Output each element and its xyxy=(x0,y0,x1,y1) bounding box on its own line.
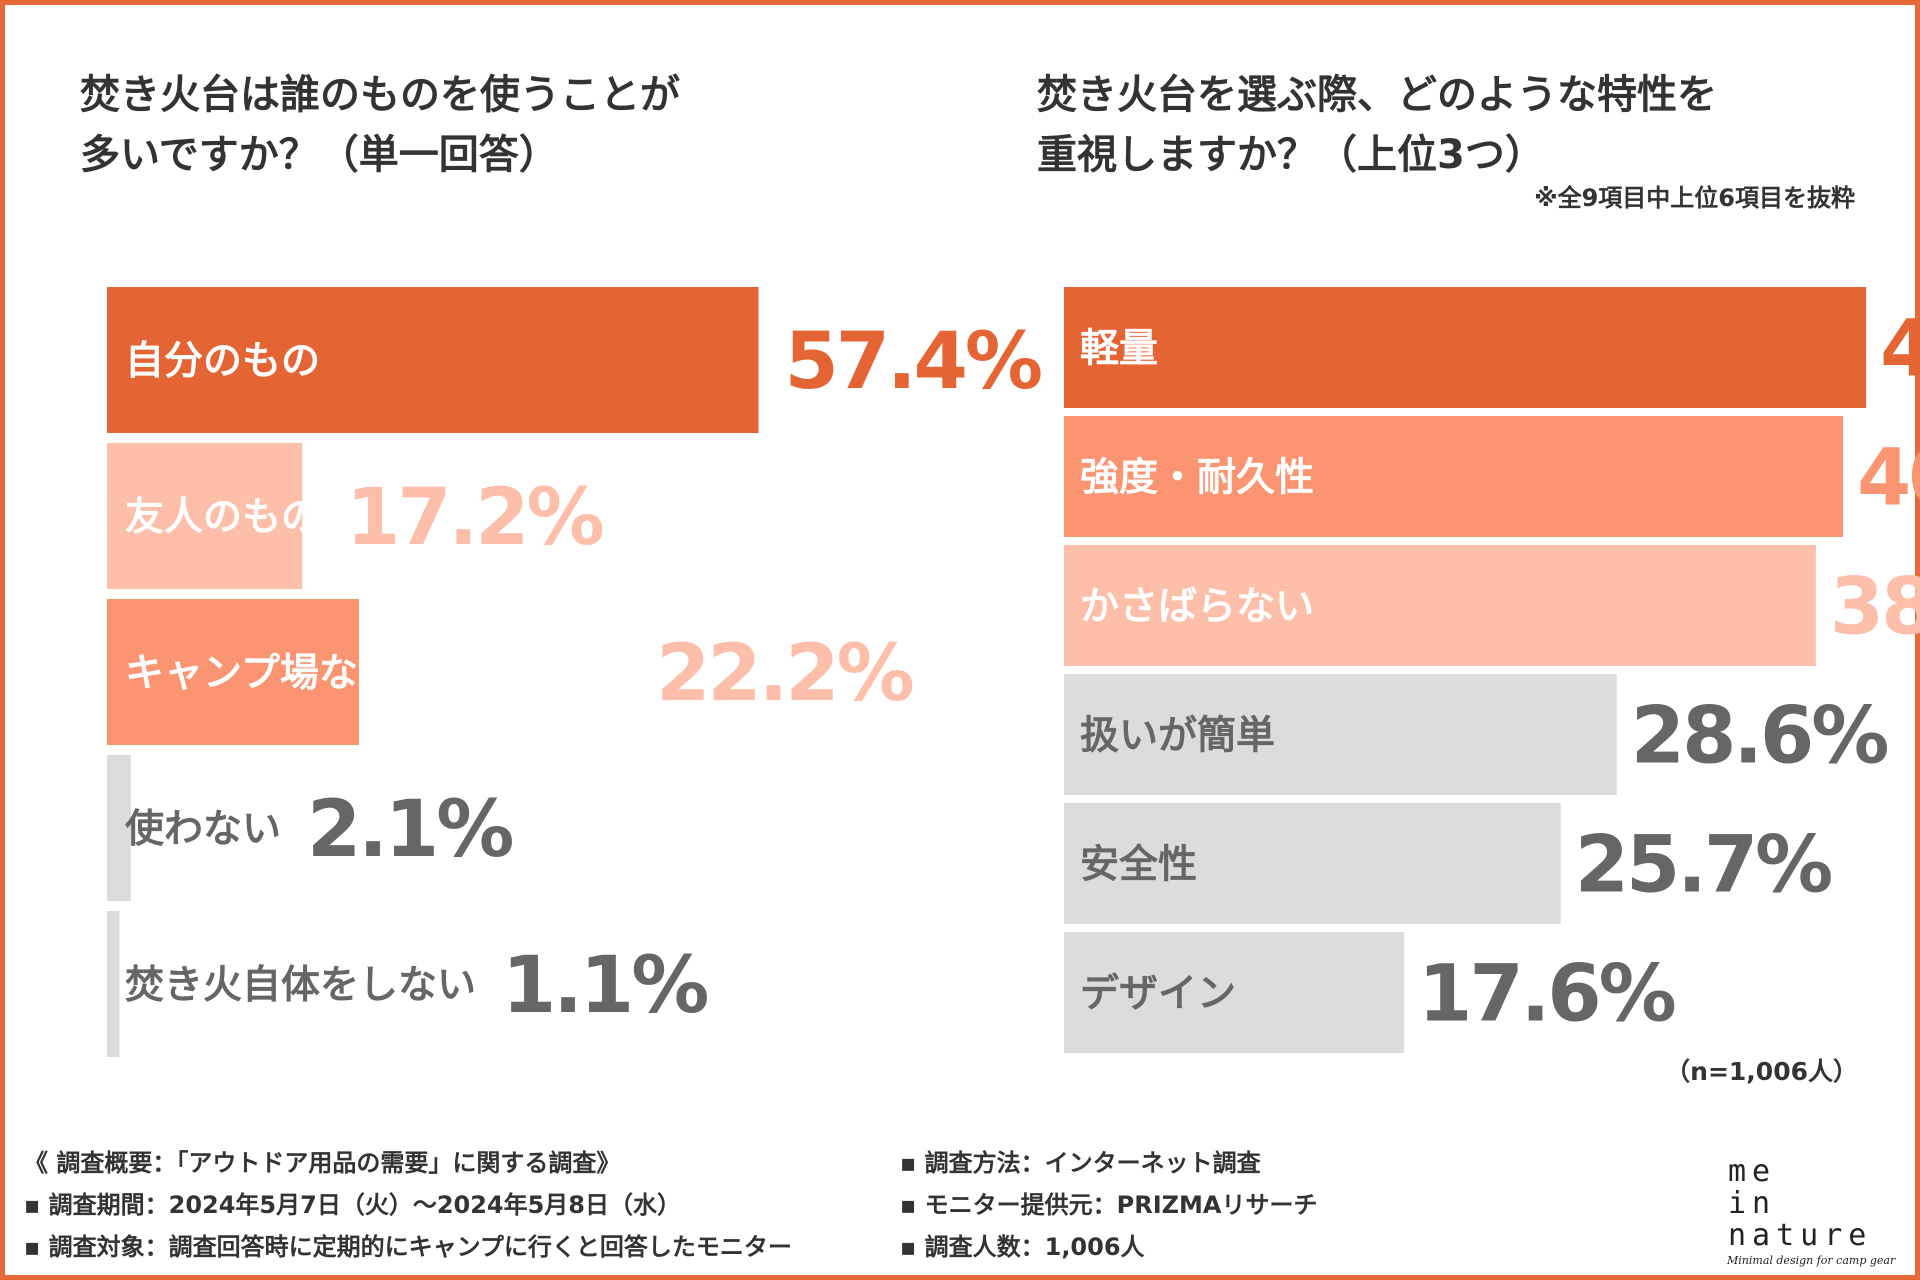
right-bar-2 xyxy=(1064,416,1843,537)
right-chart-title-line1: 焚き火台を選ぶ際、どのような特性を xyxy=(1037,72,1717,118)
right-bar-label-3: かさばらない xyxy=(1080,585,1314,630)
left-bar-5 xyxy=(107,911,120,1057)
survey-overview-left: 《 調査概要：「アウトドア用品の需要」に関する調査》 ▪ 調査期間：2024年5… xyxy=(24,1142,792,1268)
survey-target: ▪ 調査対象：調査回答時に定期的にキャンプに行くと回答したモニター xyxy=(24,1233,792,1261)
survey-provider: ▪ モニター提供元：PRIZMAリサーチ xyxy=(900,1191,1318,1219)
left-value-label-4: 2.1% xyxy=(307,785,512,875)
right-bar-label-2: 強度・耐久性 xyxy=(1080,456,1314,501)
right-chart-title: 焚き火台を選ぶ際、どのような特性を 重視しますか？（上位3つ） xyxy=(1037,65,1717,185)
left-bar-4 xyxy=(107,755,131,901)
left-value-label-5: 1.1% xyxy=(502,941,707,1031)
logo-tagline: Minimal design for camp gear xyxy=(1727,1254,1896,1267)
left-bar-3 xyxy=(107,599,359,745)
survey-count: ▪ 調査人数：1,006人 xyxy=(900,1233,1145,1261)
right-chart-note: ※全9項目中上位6項目を抜粋 xyxy=(1534,184,1855,212)
right-value-label-1: 41.5% xyxy=(1880,305,1920,395)
sample-size: （n=1,006人） xyxy=(1665,1057,1858,1086)
left-bar-label-5: 焚き火自体をしない xyxy=(125,963,476,1008)
survey-method: ▪ 調査方法：インターネット調査 xyxy=(900,1149,1261,1177)
survey-title: 《 調査概要：「アウトドア用品の需要」に関する調査》 xyxy=(24,1149,621,1177)
logo-line3: nature xyxy=(1728,1218,1873,1253)
survey-period: ▪ 調査期間：2024年5月7日（火）～2024年5月8日（水） xyxy=(24,1191,682,1219)
right-value-label-4: 28.6% xyxy=(1631,692,1887,782)
left-value-label-1: 57.4% xyxy=(784,317,1040,407)
right-bar-label-5: 安全性 xyxy=(1080,843,1197,888)
left-bar-2 xyxy=(107,443,303,589)
logo-line1: me xyxy=(1728,1154,1777,1189)
right-bar-4 xyxy=(1064,674,1617,795)
left-bar-label-3: キャンプ場などで借りたもの xyxy=(125,651,630,696)
right-bar-6 xyxy=(1064,932,1405,1053)
right-chart-title-line2: 重視しますか？（上位3つ） xyxy=(1037,132,1545,178)
right-value-label-6: 17.6% xyxy=(1418,950,1674,1040)
logo-line2: in xyxy=(1728,1186,1777,1221)
right-bar-label-1: 軽量 xyxy=(1080,327,1158,372)
survey-overview-right: ▪ 調査方法：インターネット調査 ▪ モニター提供元：PRIZMAリサーチ ▪ … xyxy=(900,1142,1317,1268)
left-bar-label-2: 友人のもの xyxy=(125,495,320,540)
left-bar-label-1: 自分のもの xyxy=(125,339,320,384)
right-bar-5 xyxy=(1064,803,1561,924)
right-bar-label-6: デザイン xyxy=(1080,972,1236,1017)
right-value-label-2: 40.3% xyxy=(1857,434,1920,524)
right-bar-1 xyxy=(1064,287,1867,408)
right-value-label-5: 25.7% xyxy=(1575,821,1831,911)
left-bar-1 xyxy=(107,287,759,433)
left-value-label-3: 22.2% xyxy=(656,629,912,719)
left-chart-title-line1: 焚き火台は誰のものを使うことが xyxy=(80,72,680,118)
right-bar-label-4: 扱いが簡単 xyxy=(1080,714,1275,759)
me-in-nature-logo: me in nature Minimal design for camp gea… xyxy=(1725,1154,1905,1268)
left-value-label-2: 17.2% xyxy=(346,473,602,563)
right-value-label-3: 38.9% xyxy=(1830,563,1920,653)
left-chart-title-line2: 多いですか？（単一回答） xyxy=(80,132,559,178)
right-bar-3 xyxy=(1064,545,1816,666)
left-chart-title: 焚き火台は誰のものを使うことが 多いですか？（単一回答） xyxy=(80,65,680,185)
left-bar-label-4: 使わない xyxy=(125,807,281,852)
